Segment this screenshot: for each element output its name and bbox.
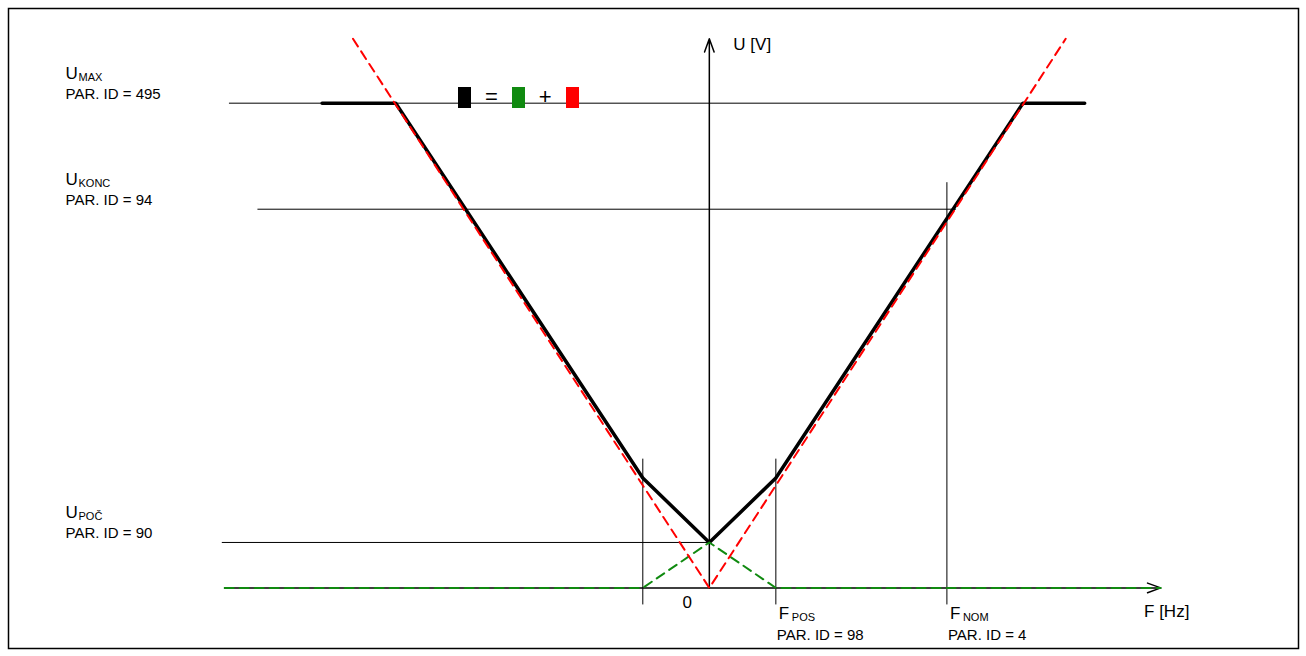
svg-text:POS: POS [792, 611, 815, 623]
svg-text:F: F [950, 604, 960, 623]
svg-text:F: F [779, 604, 789, 623]
svg-text:U: U [66, 170, 78, 189]
svg-text:U: U [66, 503, 78, 522]
svg-text:PAR. ID = 4: PAR. ID = 4 [948, 626, 1027, 643]
svg-text:MAX: MAX [79, 71, 104, 83]
svg-text:POČ: POČ [79, 510, 103, 522]
svg-text:PAR. ID = 495: PAR. ID = 495 [66, 85, 161, 102]
svg-text:NOM: NOM [963, 611, 989, 623]
svg-text:PAR. ID = 98: PAR. ID = 98 [777, 626, 864, 643]
svg-text:U: U [66, 64, 78, 83]
svg-text:F [Hz]: F [Hz] [1144, 602, 1189, 621]
svg-text:U [V]: U [V] [733, 35, 771, 54]
svg-text:0: 0 [683, 593, 692, 612]
svg-text:PAR. ID = 94: PAR. ID = 94 [66, 191, 153, 208]
svg-text:PAR. ID = 90: PAR. ID = 90 [66, 524, 153, 541]
svg-text:KONC: KONC [79, 177, 111, 189]
